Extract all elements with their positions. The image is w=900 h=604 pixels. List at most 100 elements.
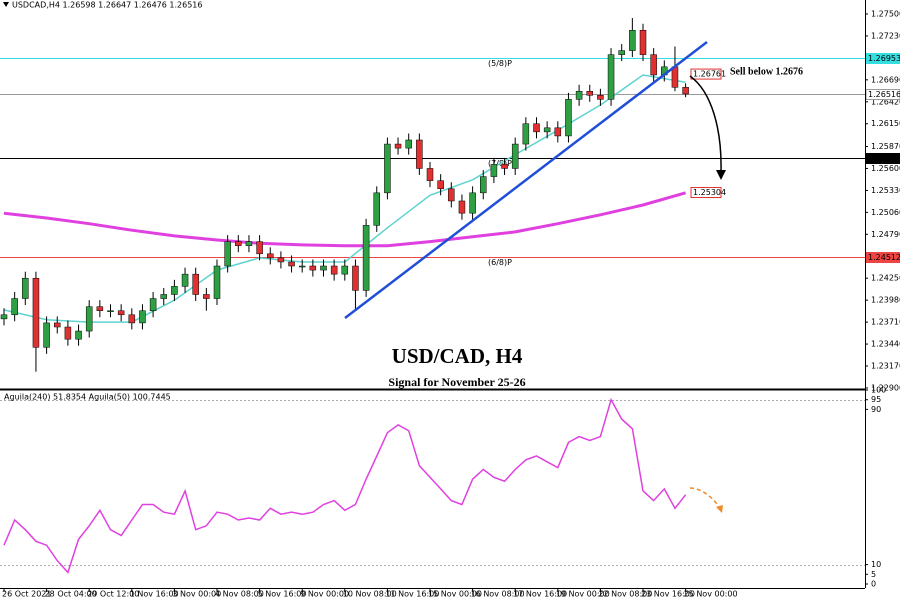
- x-tick-label: 11 Nov 16:00: [385, 590, 439, 599]
- price-tag: [690, 187, 722, 199]
- y-tick-label: 90: [871, 405, 881, 414]
- candle-body: [575, 90, 583, 100]
- candle-body: [213, 265, 221, 299]
- candle-body: [107, 310, 114, 312]
- candle-body: [543, 127, 551, 133]
- y-tick-label: 1.23170: [871, 362, 900, 371]
- x-tick-label: 28 Oct 04:00: [45, 590, 97, 599]
- y-tick-label: 1.24790: [871, 230, 900, 239]
- candle-body: [618, 50, 625, 55]
- level-tag-label: 1.25732: [868, 154, 900, 163]
- candle-body: [586, 90, 593, 96]
- candle-body: [117, 310, 125, 316]
- x-tick-label: 9 Nov 00:00: [300, 590, 349, 599]
- candle-body: [96, 306, 104, 311]
- candle-body: [139, 310, 146, 324]
- candle-body: [85, 306, 93, 332]
- oscillator-arrow: [689, 487, 721, 509]
- x-tick-label: 29 Oct 12:00: [87, 590, 139, 599]
- y-tick-label: 1.25600: [871, 164, 900, 173]
- candle-body: [394, 143, 402, 149]
- oscillator-arrow-head: [716, 505, 723, 513]
- candle-body: [554, 127, 562, 137]
- annotation: Sell below 1.2676: [730, 66, 803, 77]
- chart-subtitle: Signal for November 25-26: [388, 375, 525, 389]
- y-tick-label: 1.26690: [871, 75, 900, 84]
- candle-body: [469, 192, 476, 214]
- candle-body: [650, 54, 657, 76]
- x-tick-label: 5 Nov 16:00: [258, 590, 307, 599]
- y-tick-label: 1.25870: [871, 142, 900, 151]
- candle-body: [426, 168, 434, 181]
- candle-body: [22, 277, 29, 299]
- candle-body: [671, 66, 679, 88]
- x-tick-label: 23 Nov 16:00: [641, 590, 695, 599]
- candle-body: [235, 241, 242, 246]
- candle-body: [75, 330, 82, 340]
- level-text: (5/8)P: [488, 59, 512, 68]
- candle-body: [607, 54, 615, 100]
- candle-body: [533, 123, 540, 133]
- candle-body: [0, 314, 8, 320]
- candle-body: [128, 314, 136, 324]
- candle-body: [501, 164, 508, 169]
- x-tick-label: 15 Nov 00:00: [428, 590, 482, 599]
- price-tag: [690, 68, 722, 80]
- forecast-arrow: [689, 75, 722, 173]
- candle-body: [352, 265, 359, 291]
- x-tick-label: 17 Nov 16:00: [513, 590, 567, 599]
- y-tick-label: 1.26420: [871, 97, 900, 106]
- candle-body: [362, 225, 370, 291]
- candle-body: [160, 294, 167, 299]
- candle-body: [11, 298, 18, 316]
- price-tag-label: 1.25304: [693, 188, 726, 197]
- candle-body: [511, 143, 519, 169]
- candle-body: [298, 265, 306, 268]
- candle-body: [448, 188, 455, 202]
- y-tick-label: 5: [871, 570, 876, 579]
- x-tick-label: 4 Nov 08:00: [215, 590, 264, 599]
- candle-body: [245, 241, 253, 246]
- candle-body: [320, 265, 327, 271]
- trend-line: [344, 41, 708, 319]
- y-tick-label: 1.27230: [871, 31, 900, 40]
- forecast-arrow-head: [716, 170, 726, 180]
- y-tick-label: 1.23440: [871, 340, 900, 349]
- candle-body: [682, 87, 689, 95]
- y-tick-label: 1.24250: [871, 274, 900, 283]
- y-tick-label: 0: [871, 580, 876, 589]
- candle-body: [330, 265, 338, 275]
- y-tick-label: 1.23710: [871, 318, 900, 327]
- candle-body: [458, 200, 466, 214]
- x-tick-label: 16 Nov 08:00: [471, 590, 525, 599]
- y-tick-label: 1.27500: [871, 9, 900, 18]
- candle-body: [309, 265, 317, 271]
- candle-body: [639, 29, 647, 55]
- chart-header: USDCAD,H4 1.26598 1.26647 1.26476 1.2651…: [12, 1, 202, 10]
- candle-body: [373, 192, 380, 226]
- candle-body: [490, 164, 498, 177]
- level-tag-label: 1.26516: [868, 90, 900, 99]
- x-tick-label: 22 Nov 08:00: [598, 590, 652, 599]
- header-marker: [3, 2, 9, 7]
- price-pane: 1.275001.272301.269601.266901.264201.261…: [0, 9, 900, 599]
- candle-body: [565, 99, 572, 137]
- y-tick-label: 1.23980: [871, 296, 900, 305]
- candle-body: [54, 322, 61, 328]
- candle-body: [277, 257, 285, 263]
- candle-body: [629, 29, 636, 51]
- level-text: (6/8)P: [488, 258, 512, 267]
- candle-body: [192, 273, 199, 295]
- candle-body: [341, 265, 349, 275]
- candle-body: [288, 261, 295, 267]
- x-tick-label: 3 Nov 00:00: [172, 590, 221, 599]
- candle-body: [171, 286, 178, 295]
- moving-average: [3, 191, 687, 248]
- level-tag-label: 1.26953: [868, 54, 900, 63]
- candle-body: [203, 294, 210, 299]
- x-tick-label: 10 Nov 08:00: [343, 590, 397, 599]
- candle-body: [32, 277, 40, 348]
- candle-body: [437, 180, 444, 190]
